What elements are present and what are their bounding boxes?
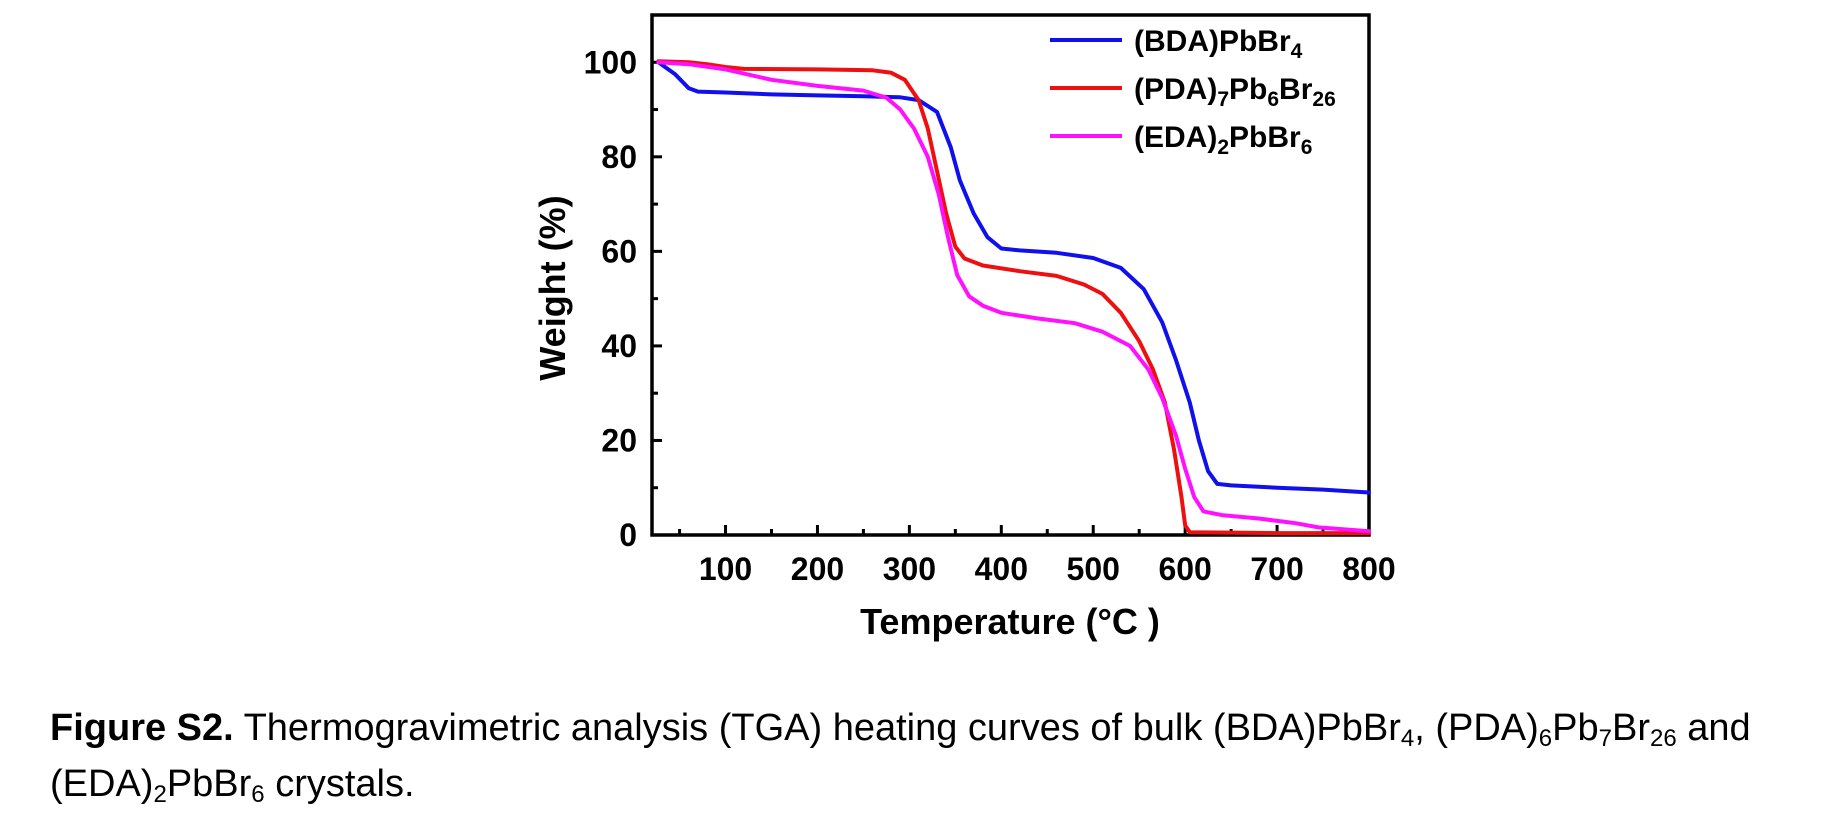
series-line-0 [656, 60, 1371, 495]
x-tick-label: 500 [1067, 551, 1120, 587]
y-tick-label: 20 [601, 422, 637, 458]
y-axis-label: Weight (%) [532, 195, 573, 380]
x-tick-label: 100 [699, 551, 752, 587]
y-tick-label: 100 [584, 44, 637, 80]
x-tick-label: 200 [791, 551, 844, 587]
x-tick-label: 400 [975, 551, 1028, 587]
plot-frame [650, 13, 1371, 537]
y-tick-label: 40 [601, 328, 637, 364]
y-axis-ticks [652, 13, 662, 537]
x-axis-tick-labels: 100 200 300 400 500 600 700 800 [699, 551, 1396, 587]
tga-chart: 100 200 300 400 500 600 700 800 0 20 40 60 80 100 Te… [532, 13, 1396, 642]
x-tick-label: 300 [883, 551, 936, 587]
legend-entry-2: (EDA)2PbBr6 [1134, 121, 1312, 159]
legend-entry-1: (PDA)7Pb6Br26 [1134, 73, 1336, 111]
caption-label: Figure S2. [50, 707, 234, 749]
x-tick-label: 600 [1158, 551, 1211, 587]
legend-entry-0: (BDA)PbBr4 [1134, 25, 1303, 63]
figure-caption: Figure S2. Thermogravimetric analysis (T… [50, 700, 1810, 812]
series-line-2 [656, 60, 1371, 534]
y-tick-label: 0 [619, 517, 637, 553]
x-tick-label: 700 [1250, 551, 1303, 587]
legend: (BDA)PbBr4 (PDA)7Pb6Br26 (EDA)2PbBr6 [1050, 25, 1336, 159]
y-tick-label: 80 [601, 139, 637, 175]
x-axis-label: Temperature (°C ) [860, 601, 1160, 642]
y-tick-label: 60 [601, 233, 637, 269]
series-line-1 [656, 59, 1371, 536]
caption-text: Thermogravimetric analysis (TGA) heating… [50, 707, 1751, 808]
series-lines [656, 59, 1371, 536]
x-tick-label: 800 [1342, 551, 1395, 587]
y-axis-tick-labels: 0 20 40 60 80 100 [584, 44, 637, 553]
